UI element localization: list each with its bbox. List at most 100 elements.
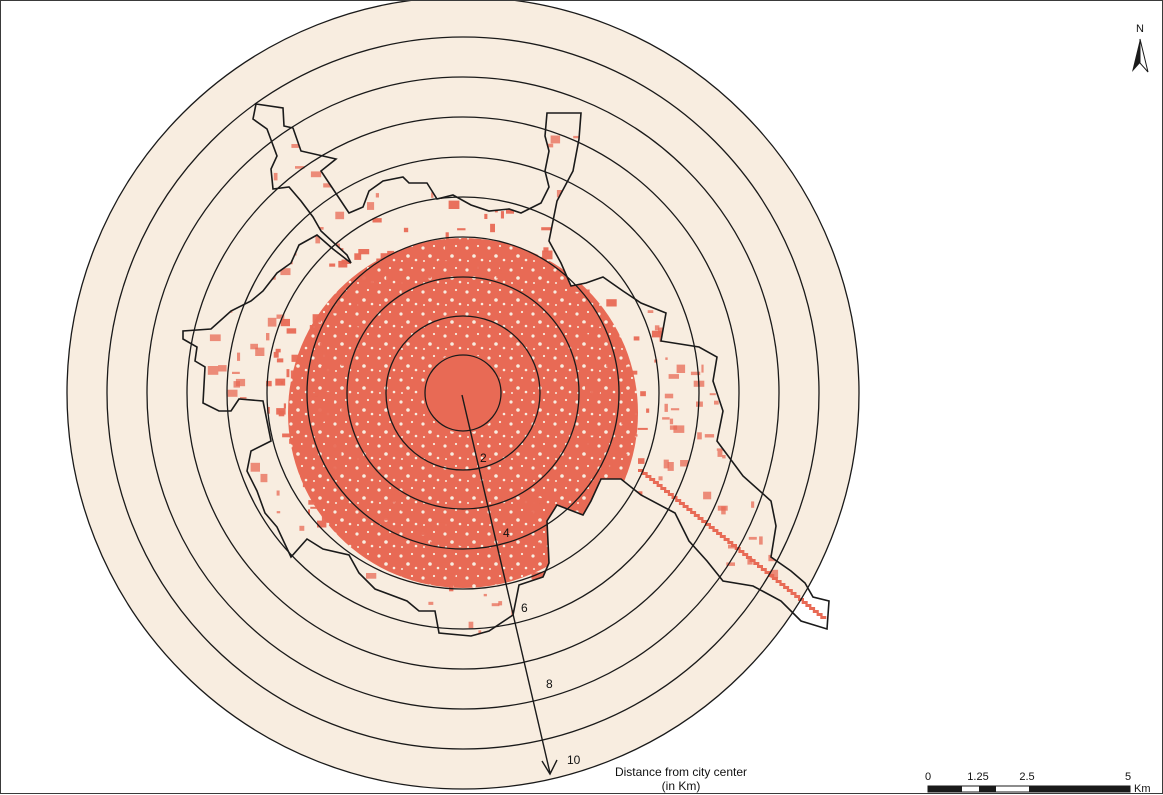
built-up-patch xyxy=(445,232,449,240)
built-up-patch xyxy=(721,506,726,515)
built-up-patch xyxy=(333,444,344,451)
built-up-patch xyxy=(280,318,290,327)
scale-tick-1: 1.25 xyxy=(967,771,988,783)
built-up-patch xyxy=(586,440,593,447)
corridor-patch xyxy=(794,595,801,598)
built-up-patch xyxy=(291,354,299,362)
built-up-patch xyxy=(275,348,281,353)
built-up-patch xyxy=(310,171,322,178)
built-up-patch xyxy=(714,400,719,405)
built-up-patch xyxy=(348,285,351,290)
built-up-patch xyxy=(624,453,628,457)
corridor-patch xyxy=(779,583,786,586)
built-up-patch xyxy=(597,319,603,327)
corridor-patch xyxy=(682,505,689,508)
built-up-patch xyxy=(606,453,616,457)
built-up-patch xyxy=(316,407,323,415)
corridor-patch xyxy=(664,490,670,493)
built-up-patch xyxy=(449,583,454,592)
built-up-patch xyxy=(341,359,345,366)
built-up-patch xyxy=(291,144,301,148)
built-up-patch xyxy=(361,292,368,296)
built-up-patch xyxy=(250,343,258,350)
built-up-patch xyxy=(403,227,409,233)
corridor-patch xyxy=(693,514,700,517)
distance-ring-6 xyxy=(226,156,700,630)
corridor-patch xyxy=(786,589,793,592)
corridor-patch xyxy=(749,559,756,562)
built-up-patch xyxy=(502,242,506,245)
built-up-patch xyxy=(414,511,418,515)
north-label: N xyxy=(1136,23,1144,35)
built-up-patch xyxy=(703,491,712,500)
built-up-patch xyxy=(500,211,504,219)
built-up-patch xyxy=(478,630,482,634)
built-up-patch xyxy=(358,491,365,495)
built-up-patch xyxy=(541,227,552,231)
built-up-patch xyxy=(580,323,591,333)
built-up-patch xyxy=(527,497,538,504)
built-up-patch xyxy=(276,358,284,363)
built-up-patch xyxy=(432,254,435,263)
built-up-patch xyxy=(751,501,755,508)
built-up-patch xyxy=(255,347,265,356)
built-up-patch xyxy=(357,302,367,311)
corridor-patch xyxy=(790,592,797,595)
built-up-patch xyxy=(280,381,284,385)
built-up-patch xyxy=(372,218,382,223)
corridor-patch xyxy=(712,529,719,532)
corridor-patch xyxy=(742,553,749,556)
distance-ring-9 xyxy=(106,36,820,750)
built-up-center xyxy=(423,353,503,433)
built-up-patch xyxy=(315,493,322,496)
built-up-patch xyxy=(531,573,540,580)
built-up-patch xyxy=(366,528,375,531)
built-up-patch xyxy=(474,248,478,254)
built-up-patch xyxy=(232,371,240,374)
built-up-patch xyxy=(384,517,393,521)
distance-rings xyxy=(66,1,860,790)
corridor-patch xyxy=(820,616,827,619)
corridor-patch xyxy=(764,571,771,574)
corridor-patch xyxy=(641,472,648,475)
built-up-patch xyxy=(335,211,345,220)
built-up-patch xyxy=(561,311,566,317)
built-up-patch xyxy=(267,317,277,327)
built-up-patch xyxy=(319,342,328,349)
corridor-patch xyxy=(697,517,704,520)
built-up-patch xyxy=(341,406,345,415)
built-up-patch xyxy=(515,247,521,253)
built-up-patch xyxy=(526,506,530,509)
built-up-patch xyxy=(667,462,674,471)
built-up-patch xyxy=(409,517,418,521)
built-up-patch xyxy=(428,601,434,605)
built-up-patch xyxy=(366,573,377,579)
built-up-patch xyxy=(323,183,334,188)
built-up-patch xyxy=(638,458,645,464)
built-up-patch xyxy=(314,379,326,386)
built-up-patch xyxy=(658,476,663,481)
built-up-patch xyxy=(704,434,715,438)
built-up-patch xyxy=(355,453,363,461)
built-up-patch xyxy=(522,512,533,521)
built-up-patch xyxy=(602,368,612,372)
built-up-patch xyxy=(471,568,477,573)
built-up-patch xyxy=(344,350,349,356)
scale-tick-2: 2.5 xyxy=(1019,771,1034,783)
built-up-patch xyxy=(562,306,571,310)
built-up-patch xyxy=(324,315,331,320)
built-up-patch xyxy=(662,417,670,420)
built-up-patch xyxy=(663,459,669,469)
built-up-patch xyxy=(315,391,318,397)
built-up-patch xyxy=(585,383,590,391)
built-up-patch xyxy=(676,364,686,373)
built-up-patch xyxy=(306,430,313,435)
built-up-patch xyxy=(459,538,462,547)
built-up-patch xyxy=(444,245,454,254)
built-up-patch xyxy=(609,348,613,356)
corridor-patch xyxy=(731,544,737,547)
built-up-patch xyxy=(447,573,456,577)
built-up-patch xyxy=(418,526,427,535)
